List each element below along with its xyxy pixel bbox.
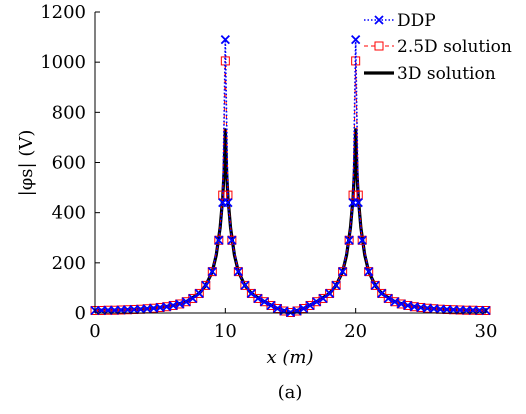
- series-ddp-point: [272, 303, 283, 314]
- series-ddp-point: [188, 293, 198, 304]
- series-ddp-point: [207, 266, 217, 277]
- legend-label: DDP: [397, 11, 436, 31]
- series-ddp-point: [194, 288, 204, 299]
- series-2-5d-solution-point: [481, 305, 491, 315]
- series-2-5d-solution-point: [194, 288, 204, 298]
- series-ddp-point: [223, 197, 233, 208]
- series-ddp-point: [396, 299, 406, 309]
- series-ddp-point: [175, 299, 185, 309]
- series-ddp-point: [390, 297, 400, 307]
- y-tick-label: 200: [52, 253, 86, 274]
- x-axis-label: x (m): [267, 347, 314, 368]
- y-tick-label: 400: [52, 203, 86, 224]
- series-ddp-point: [214, 235, 224, 245]
- series-ddp-point: [377, 288, 387, 299]
- axes: 0 10 20 30 0 200 400 600 800 1000 1200: [40, 2, 497, 342]
- series-2-5d-solution-point: [370, 280, 380, 290]
- series-ddp-point: [240, 280, 250, 291]
- series-ddp-point: [324, 288, 335, 299]
- series-ddp-point: [311, 297, 322, 307]
- series-2-5d-solution-point: [103, 305, 113, 315]
- series-ddp-point: [233, 266, 244, 277]
- legend-label: 3D solution: [397, 64, 496, 84]
- series-2-5d-solution-point: [246, 288, 256, 298]
- series-ddp-point: [331, 280, 341, 291]
- legend-swatch-2-5d-marker: [374, 41, 384, 51]
- x-tick-label: 20: [344, 321, 367, 342]
- series-2-5d-solution-point: [353, 190, 363, 200]
- legend-swatch-ddp-marker: [374, 15, 384, 25]
- y-axis-label: |φs| (V): [16, 130, 37, 197]
- x-tick-label: 30: [475, 321, 498, 342]
- series-ddp-point: [383, 293, 393, 304]
- series-2-5d-solution-point: [338, 267, 348, 277]
- y-tick-label: 600: [52, 153, 86, 174]
- series-ddp-point: [318, 293, 328, 304]
- y-tick-label: 0: [75, 303, 86, 324]
- y-tick-label: 800: [52, 102, 86, 123]
- series-2-5d-solution-point: [331, 280, 341, 290]
- series-2-5d-solution-point: [448, 305, 458, 315]
- series-ddp-point: [201, 280, 211, 291]
- series-ddp-point: [246, 288, 257, 299]
- series-2-5d-solution-point: [364, 267, 374, 277]
- series-ddp-point: [279, 306, 289, 316]
- series-2-5d-solution-point: [357, 235, 367, 245]
- series-2-5d-solution-line: [95, 60, 486, 314]
- series-ddp-point: [305, 300, 315, 311]
- series-ddp-point: [181, 297, 191, 307]
- series-2-5d-solution-point: [155, 302, 165, 312]
- series-ddp-point: [220, 34, 230, 45]
- x-tick-label: 10: [214, 321, 237, 342]
- series-ddp-point: [357, 235, 367, 245]
- series-ddp-point: [370, 280, 380, 291]
- series-2-5d-solution-point: [207, 267, 217, 277]
- series-2-5d-solution-point: [233, 267, 243, 277]
- series-ddp-point: [259, 297, 270, 307]
- series-ddp-point: [227, 235, 237, 245]
- figure-caption: (a): [278, 382, 303, 403]
- series-ddp-point: [337, 266, 348, 277]
- series-ddp-point: [292, 306, 302, 316]
- series-2-5d-solution-point: [149, 303, 159, 313]
- series-ddp-point: [364, 266, 374, 277]
- series-ddp-point: [298, 303, 309, 314]
- series-2-5d-solution-point: [227, 235, 237, 245]
- y-tick-label: 1200: [40, 2, 86, 23]
- series-2-5d-solution-point: [201, 280, 211, 290]
- series-2-5d-solution-point: [325, 288, 335, 298]
- series-ddp-line: [95, 39, 486, 314]
- series-2-5d-solution-point: [110, 305, 120, 315]
- series-ddp-point: [351, 34, 361, 45]
- series-ddp-point: [253, 293, 263, 304]
- y-tick-label: 1000: [40, 52, 86, 73]
- series-ddp-point: [344, 235, 354, 245]
- series-ddp-point: [353, 197, 363, 208]
- series-2-5d-solution-point: [377, 288, 387, 298]
- x-tick-label: 0: [89, 321, 100, 342]
- legend-label: 2.5D solution: [397, 37, 512, 57]
- series-ddp-point: [266, 300, 276, 311]
- series-ddp-point: [285, 307, 296, 318]
- series-2-5d-solution-point: [240, 280, 250, 290]
- series-ddp-point: [168, 300, 178, 311]
- legend: DDP 2.5D solution 3D solution: [364, 11, 512, 84]
- series-3d-solution-line: [94, 128, 487, 315]
